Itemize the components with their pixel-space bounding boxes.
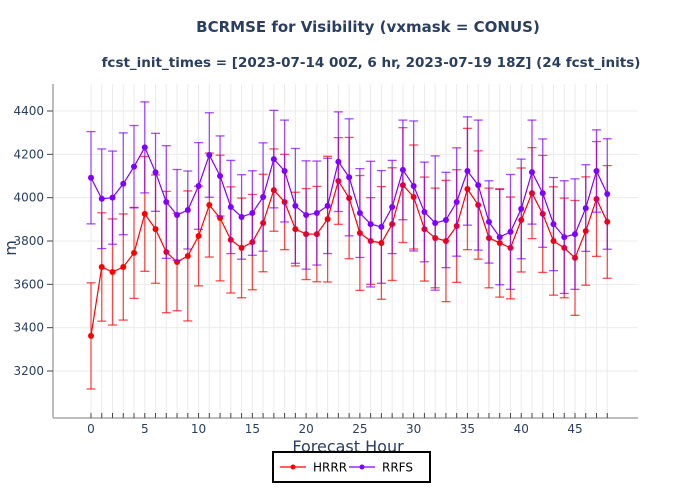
data-point xyxy=(120,180,127,187)
data-point xyxy=(442,216,449,223)
data-point xyxy=(206,202,213,209)
data-point xyxy=(313,210,320,217)
y-ticks: 3200 3400 3600 3800 4000 4200 4400 xyxy=(13,104,53,378)
x-tick-label: 35 xyxy=(460,422,475,436)
data-point xyxy=(399,166,406,173)
data-point xyxy=(303,212,310,218)
x-tick-label: 40 xyxy=(514,422,529,436)
series-rrfs xyxy=(86,101,612,295)
data-point xyxy=(152,169,159,176)
data-point xyxy=(141,210,148,217)
data-point xyxy=(421,208,428,215)
data-point xyxy=(88,332,94,339)
data-point xyxy=(88,174,94,181)
data-point xyxy=(561,234,568,241)
data-point xyxy=(184,207,191,214)
data-point xyxy=(453,199,460,205)
data-point xyxy=(356,210,363,217)
data-point xyxy=(550,221,557,228)
data-point xyxy=(464,168,471,175)
data-point xyxy=(281,168,288,175)
data-point xyxy=(324,202,331,209)
x-tick-label: 10 xyxy=(191,422,206,436)
legend-hrrr-label: HRRR xyxy=(313,461,347,475)
data-point xyxy=(604,190,611,197)
data-point xyxy=(184,252,191,259)
data-point xyxy=(260,194,267,201)
data-point xyxy=(109,194,116,201)
y-tick-label: 4200 xyxy=(13,147,44,161)
x-tick-label: 25 xyxy=(352,422,367,436)
x-tick-label: 0 xyxy=(87,422,95,436)
x-tick-label: 20 xyxy=(298,422,313,436)
data-point xyxy=(195,182,202,189)
data-point xyxy=(163,199,170,205)
legend-rrfs-label: RRFS xyxy=(382,461,413,475)
y-tick-label: 3600 xyxy=(13,277,44,291)
data-point xyxy=(432,220,439,227)
data-point xyxy=(206,151,213,158)
data-point xyxy=(152,226,159,233)
legend-hrrr-marker xyxy=(290,464,296,470)
data-point xyxy=(335,158,342,165)
data-point xyxy=(174,212,181,218)
data-point xyxy=(120,264,127,270)
data-point xyxy=(141,144,148,151)
data-point xyxy=(131,163,138,170)
data-point xyxy=(496,234,503,241)
data-point xyxy=(346,174,353,181)
data-point xyxy=(572,231,578,238)
y-axis-label: m xyxy=(1,240,20,256)
data-point xyxy=(475,182,482,189)
data-point xyxy=(389,203,396,210)
data-point xyxy=(109,268,116,275)
series-layer xyxy=(86,101,612,390)
data-point xyxy=(593,168,600,175)
data-point xyxy=(410,182,417,189)
legend-rrfs-marker xyxy=(359,464,365,470)
data-point xyxy=(292,202,299,209)
y-tick-label: 3800 xyxy=(13,234,44,248)
data-point xyxy=(238,213,245,220)
data-point xyxy=(249,210,256,217)
data-point xyxy=(507,228,514,235)
data-point xyxy=(539,190,546,197)
x-tick-label: 5 xyxy=(141,422,149,436)
data-point xyxy=(131,249,138,256)
data-point xyxy=(195,233,202,240)
x-ticks: 0 5 10 15 20 25 30 35 40 45 xyxy=(87,413,608,436)
y-tick-label: 3400 xyxy=(13,321,44,335)
data-point xyxy=(528,169,535,176)
y-tick-label: 4400 xyxy=(13,104,44,118)
data-point xyxy=(270,156,277,163)
data-point xyxy=(98,195,105,202)
data-point xyxy=(378,223,385,230)
data-point xyxy=(98,264,105,270)
y-tick-label: 3200 xyxy=(13,364,44,378)
y-tick-label: 4000 xyxy=(13,191,44,205)
data-point xyxy=(485,218,492,225)
data-point xyxy=(518,205,525,212)
chart-subtitle: fcst_init_times = [2023-07-14 00Z, 6 hr,… xyxy=(102,55,641,71)
grid xyxy=(54,84,638,417)
legend: HRRR RRFS xyxy=(272,451,431,483)
data-point xyxy=(217,173,224,179)
data-point xyxy=(227,203,234,210)
x-tick-label: 15 xyxy=(245,422,260,436)
chart-title: BCRMSE for Visibility (vxmask = CONUS) xyxy=(196,18,540,36)
x-tick-label: 45 xyxy=(567,422,582,436)
x-tick-label: 30 xyxy=(406,422,421,436)
data-point xyxy=(367,221,374,228)
data-point xyxy=(582,205,589,212)
